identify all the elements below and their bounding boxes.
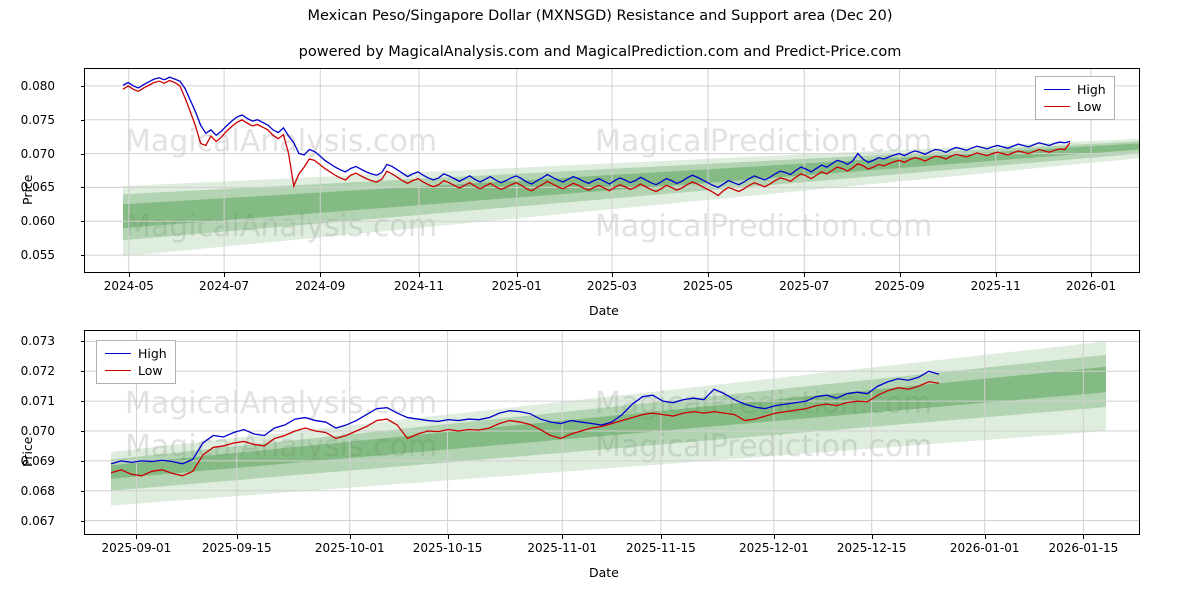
y-tick-mark bbox=[81, 401, 85, 403]
y-tick-label: 0.072 bbox=[20, 364, 55, 379]
y-tick-label: 0.071 bbox=[20, 394, 55, 409]
x-tick-mark bbox=[236, 535, 238, 539]
x-tick-label: 2025-05 bbox=[683, 279, 734, 293]
y-tick-mark bbox=[81, 119, 85, 121]
legend-line-low-icon bbox=[1044, 106, 1070, 107]
y-tick-mark bbox=[81, 221, 85, 223]
x-tick-mark bbox=[1090, 273, 1092, 277]
x-tick-label: 2024-07 bbox=[199, 279, 250, 293]
x-tick-label: 2025-11-15 bbox=[626, 541, 696, 555]
zoom-y-axis-label: Price bbox=[20, 436, 35, 468]
x-tick-mark bbox=[984, 535, 986, 539]
x-tick-label: 2024-09 bbox=[295, 279, 346, 293]
y-tick-label: 0.055 bbox=[20, 248, 55, 263]
page-subtitle: powered by MagicalAnalysis.com and Magic… bbox=[298, 44, 902, 60]
zoom-legend: High Low bbox=[96, 340, 176, 384]
x-tick-label: 2025-11-01 bbox=[527, 541, 598, 555]
x-tick-label: 2026-01-01 bbox=[949, 541, 1020, 555]
x-tick-mark bbox=[136, 535, 138, 539]
x-tick-mark bbox=[418, 273, 420, 277]
x-tick-mark bbox=[708, 273, 710, 277]
x-tick-mark bbox=[349, 535, 351, 539]
x-tick-label: 2025-12-01 bbox=[739, 541, 809, 555]
zoom-plot bbox=[85, 331, 1139, 534]
y-tick-mark bbox=[81, 520, 85, 522]
legend-label-high: High bbox=[1077, 82, 1106, 97]
x-tick-label: 2025-12-15 bbox=[836, 541, 907, 555]
x-tick-mark bbox=[899, 273, 901, 277]
y-tick-label: 0.068 bbox=[20, 483, 55, 498]
y-tick-label: 0.073 bbox=[20, 334, 55, 349]
legend-line-low-icon-2 bbox=[105, 370, 131, 371]
zoom-x-axis-label: Date bbox=[589, 565, 619, 580]
legend-label-low-2: Low bbox=[138, 363, 163, 378]
x-tick-mark bbox=[516, 273, 518, 277]
overview-chart-panel: MagicalAnalysis.com MagicalPrediction.co… bbox=[84, 68, 1140, 273]
y-tick-mark bbox=[81, 85, 85, 87]
x-tick-label: 2025-03 bbox=[586, 279, 638, 293]
y-tick-label: 0.060 bbox=[20, 214, 55, 229]
x-tick-label: 2025-10-01 bbox=[314, 541, 385, 555]
page-title: Mexican Peso/Singapore Dollar (MXNSGD) R… bbox=[307, 8, 893, 24]
x-tick-label: 2025-09-15 bbox=[201, 541, 272, 555]
x-tick-mark bbox=[562, 535, 564, 539]
x-tick-label: 2025-01 bbox=[491, 279, 542, 293]
x-tick-mark bbox=[660, 535, 662, 539]
y-tick-label: 0.065 bbox=[20, 180, 55, 195]
overview-legend: High Low bbox=[1035, 76, 1115, 120]
y-tick-mark bbox=[81, 153, 85, 155]
x-tick-label: 2025-09-01 bbox=[101, 541, 172, 555]
legend-line-high-icon-2 bbox=[105, 353, 131, 354]
legend-label-low: Low bbox=[1077, 99, 1102, 114]
legend-entry-high: High bbox=[1044, 81, 1106, 98]
x-tick-label: 2024-11 bbox=[393, 279, 444, 293]
x-tick-mark bbox=[773, 535, 775, 539]
legend-entry-low-2: Low bbox=[105, 362, 167, 379]
x-tick-label: 2025-10-15 bbox=[412, 541, 483, 555]
x-tick-label: 2024-05 bbox=[103, 279, 154, 293]
y-tick-label: 0.080 bbox=[20, 78, 55, 93]
legend-entry-low: Low bbox=[1044, 98, 1106, 115]
y-tick-mark bbox=[81, 490, 85, 492]
x-tick-mark bbox=[224, 273, 226, 277]
x-tick-mark bbox=[871, 535, 873, 539]
y-tick-label: 0.069 bbox=[20, 453, 55, 468]
x-tick-mark bbox=[804, 273, 806, 277]
y-tick-mark bbox=[81, 341, 85, 343]
legend-line-high-icon bbox=[1044, 89, 1070, 90]
overview-y-axis-label: Price bbox=[20, 174, 35, 206]
x-tick-mark bbox=[995, 273, 997, 277]
x-tick-label: 2025-11 bbox=[970, 279, 1021, 293]
legend-label-high-2: High bbox=[138, 346, 167, 361]
x-tick-mark bbox=[447, 535, 449, 539]
x-tick-mark bbox=[1083, 535, 1085, 539]
y-tick-label: 0.075 bbox=[20, 112, 55, 127]
y-tick-mark bbox=[81, 371, 85, 373]
x-tick-mark bbox=[320, 273, 322, 277]
y-tick-mark bbox=[81, 255, 85, 257]
x-tick-mark bbox=[128, 273, 130, 277]
legend-entry-high-2: High bbox=[105, 345, 167, 362]
x-tick-label: 2025-09 bbox=[874, 279, 925, 293]
y-tick-mark bbox=[81, 460, 85, 462]
x-tick-label: 2025-07 bbox=[779, 279, 830, 293]
x-tick-label: 2026-01-15 bbox=[1048, 541, 1119, 555]
y-tick-mark bbox=[81, 431, 85, 432]
zoom-chart-panel: MagicalAnalysis.com MagicalPrediction.co… bbox=[84, 330, 1140, 535]
y-tick-label: 0.070 bbox=[20, 146, 55, 161]
x-tick-mark bbox=[612, 273, 613, 277]
y-tick-label: 0.070 bbox=[20, 424, 55, 438]
overview-plot bbox=[85, 69, 1139, 272]
y-tick-label: 0.067 bbox=[20, 513, 55, 528]
x-tick-label: 2026-01 bbox=[1065, 279, 1117, 293]
overview-x-axis-label: Date bbox=[589, 303, 619, 318]
y-tick-mark bbox=[81, 187, 85, 189]
